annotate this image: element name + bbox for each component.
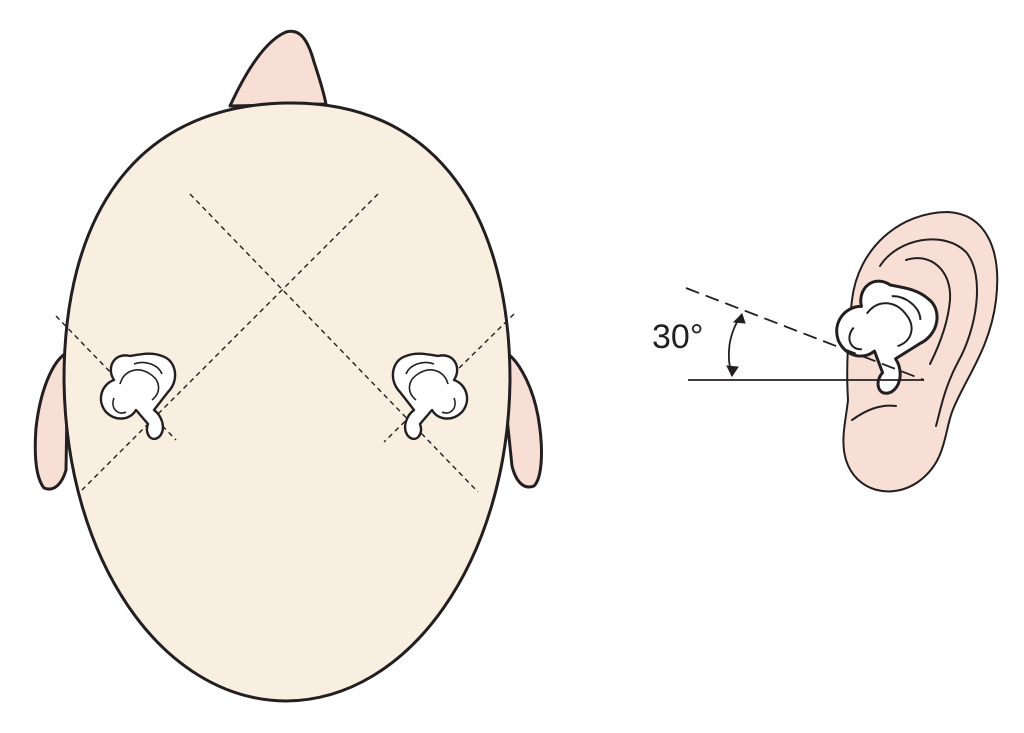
nose <box>228 29 328 108</box>
left-ear <box>33 350 70 491</box>
canal-plane-line <box>685 287 925 381</box>
left-ear-short-axis <box>55 315 177 441</box>
helix-fold <box>879 238 978 427</box>
angle-label: 30° <box>652 318 703 356</box>
head-top-view <box>33 29 543 703</box>
angle-arrowhead-bottom <box>726 365 739 377</box>
left-canal-axis <box>189 193 479 493</box>
concha-fold <box>851 404 897 421</box>
right-canal-axis <box>81 193 379 491</box>
antihelix-fold <box>905 257 952 365</box>
angle-arrowhead-top <box>732 313 746 324</box>
side-ear-view: 30° <box>652 210 999 493</box>
head-outline <box>62 101 512 703</box>
